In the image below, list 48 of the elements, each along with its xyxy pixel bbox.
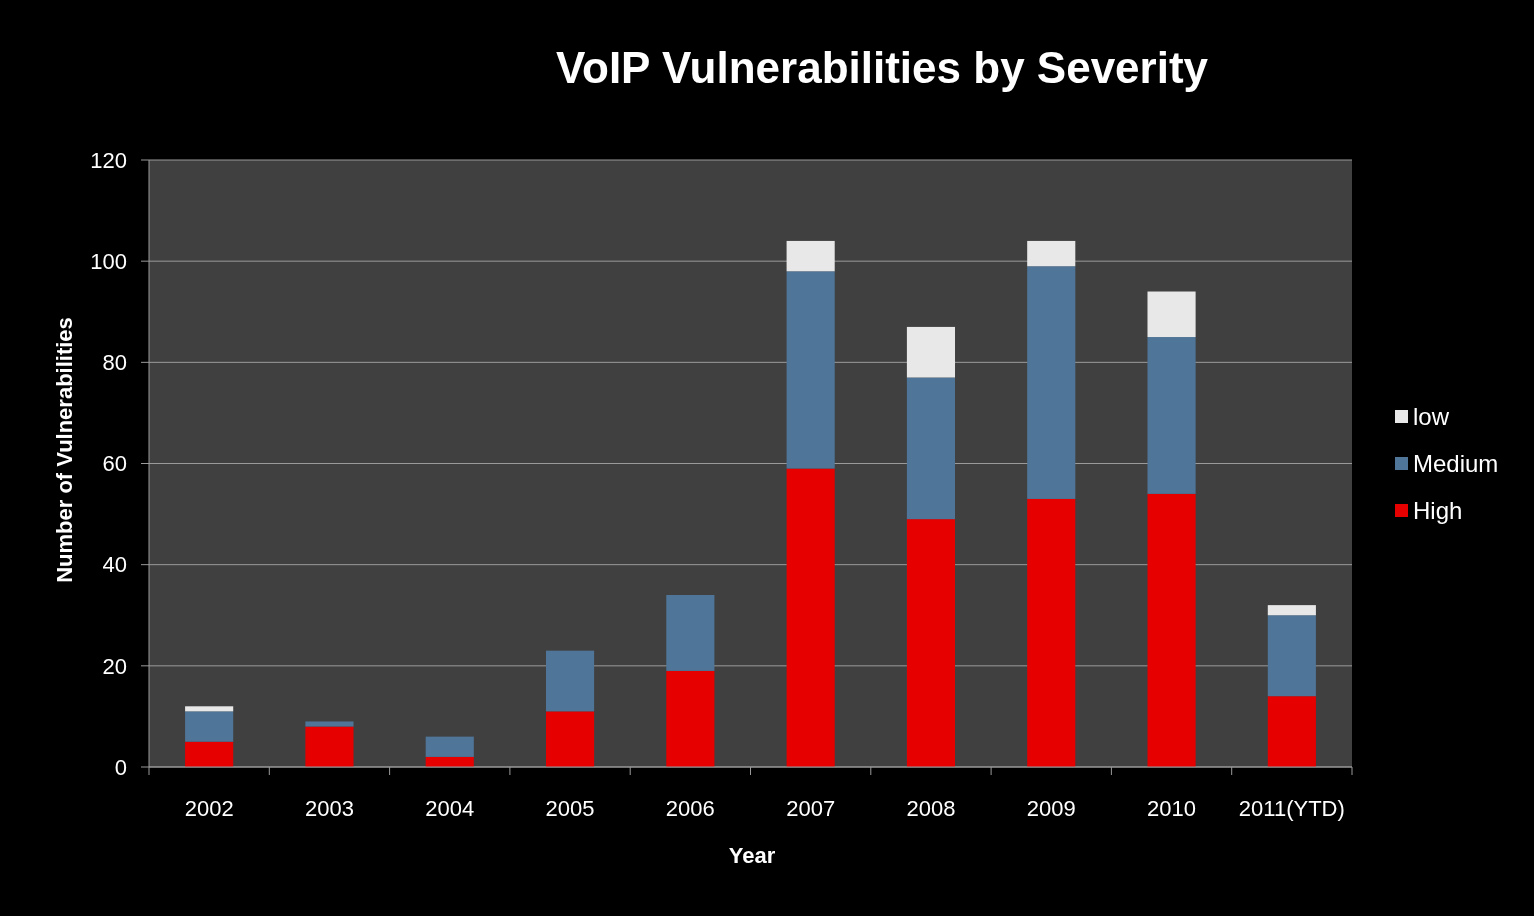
bar <box>1027 498 1076 767</box>
y-tick-label: 40 <box>102 552 127 578</box>
bar <box>1267 605 1316 616</box>
y-tick-label: 60 <box>102 451 127 477</box>
x-axis-title: Year <box>728 843 776 868</box>
x-tick-label: 2002 <box>184 796 234 821</box>
bar <box>786 271 835 469</box>
x-tick-label: 2007 <box>786 796 836 821</box>
legend-label: Medium <box>1413 450 1499 478</box>
bar <box>1147 291 1196 338</box>
y-tick-label: 20 <box>102 653 127 679</box>
y-axis-title: Number of Vulnerabilities <box>52 317 77 583</box>
bar <box>1147 337 1196 494</box>
x-tick-label: 2009 <box>1026 796 1076 821</box>
bar <box>1027 266 1076 499</box>
bar <box>185 741 234 767</box>
x-tick-label: 2005 <box>545 796 595 821</box>
bar <box>545 711 595 767</box>
x-tick-label: 2010 <box>1147 796 1197 821</box>
bar <box>906 326 956 378</box>
y-tick-label: 0 <box>114 754 127 780</box>
x-tick-label: 2006 <box>665 796 715 821</box>
legend-label: High <box>1413 497 1463 525</box>
bar <box>1267 696 1316 767</box>
x-tick-label: 2008 <box>906 796 956 821</box>
bar <box>906 377 956 520</box>
y-tick-label: 120 <box>90 147 127 173</box>
x-tick-label: 2011(YTD) <box>1238 796 1345 821</box>
bar <box>185 706 234 712</box>
y-tick-label: 100 <box>90 248 127 274</box>
bar <box>305 721 354 727</box>
bar <box>1267 615 1316 697</box>
bar <box>786 468 835 767</box>
bar <box>786 240 835 272</box>
x-tick-label: 2003 <box>304 796 354 821</box>
bar <box>185 711 234 742</box>
bar <box>305 726 354 767</box>
bar <box>666 595 715 671</box>
chart-title: VoIP Vulnerabilities by Severity <box>555 43 1209 92</box>
y-tick-label: 80 <box>102 350 127 376</box>
legend-label: low <box>1413 403 1450 431</box>
bar <box>545 650 595 712</box>
bar <box>425 736 474 757</box>
bar <box>906 519 956 767</box>
bar <box>1027 240 1076 267</box>
bar <box>1147 493 1196 767</box>
x-tick-label: 2004 <box>425 796 475 821</box>
bar <box>666 670 715 767</box>
